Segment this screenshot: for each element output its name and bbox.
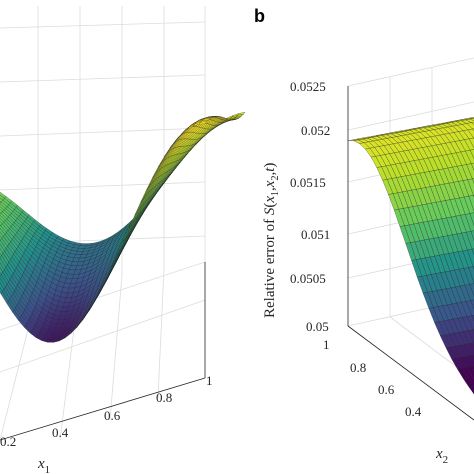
panel-b-surface-patch (471, 121, 474, 126)
panel-b-surface-patch (468, 266, 474, 284)
panel-b-surface-patch (468, 195, 474, 212)
panel-b-surface-patch (471, 162, 474, 171)
panel-a-x-ticks: 0.2 0.4 0.6 0.8 1 (0, 373, 213, 449)
panel-b-surface-patch (466, 366, 474, 378)
panel-b-surface-patch (466, 163, 474, 179)
panel-b-surface-patch (464, 284, 474, 301)
panel-b-xlabel: x (435, 446, 443, 462)
panel-b-surface-patch (468, 137, 474, 149)
panel-b-letter: b (254, 6, 265, 26)
panel-b-zlabel-x2: x (262, 180, 278, 188)
panel-b-z-label: Relative error of S(x1,x2,t) (262, 163, 281, 318)
panel-b: b 0.0525 0.052 0.0515 0.051 0.0505 (254, 6, 474, 466)
panel-a-xtick: 0.6 (104, 408, 121, 423)
svg-text:x1: x1 (37, 456, 50, 474)
panel-b-zlabel-text: Relative error of (262, 215, 278, 318)
panel-b-surface-patch (469, 117, 474, 119)
panel-b-ztick: 0.0525 (290, 79, 326, 94)
panel-b-zlabel-x2-sub: 2 (270, 176, 281, 181)
panel-b-surface-patch (464, 138, 474, 151)
panel-b-surface-patch (467, 376, 474, 387)
panel-b-zlabel-x1-sub: 1 (270, 191, 281, 196)
svg-text:x2: x2 (435, 446, 448, 466)
panel-b-surface-mesh (347, 117, 474, 395)
panel-b-surface-patch (469, 342, 474, 353)
panel-a-xtick: 1 (206, 373, 213, 388)
panel-b-surface-patch (463, 267, 474, 285)
panel-b-zlabel-t: t (262, 167, 278, 172)
panel-b-surface-patch (470, 230, 474, 241)
panel-b-surface-patch (469, 149, 474, 160)
panel-b-surface-patch (467, 128, 474, 139)
panel-b-surface-patch (471, 315, 474, 321)
panel-b-xtick: 1 (323, 337, 330, 352)
panel-a-xtick: 0.8 (156, 390, 172, 405)
panel-a-xtick: 0.4 (52, 425, 69, 440)
panel-b-xtick: 0.8 (350, 360, 366, 375)
panel-a-surface-mesh (0, 111, 246, 343)
panel-a-x-label: x1 (37, 456, 50, 474)
panel-a-surface-patch (198, 121, 207, 125)
panel-a: 0.2 0.4 0.6 0.8 1 x1 (0, 6, 246, 474)
panel-b-surface-patch (464, 343, 474, 356)
panel-b-zlabel-paren: ( (262, 203, 278, 208)
panel-b-ztick: 0.052 (301, 123, 330, 138)
panel-b-ztick: 0.0505 (290, 271, 326, 286)
panel-b-zlabel-x1: x (262, 196, 278, 204)
panel-b-surface-patch (468, 329, 474, 343)
panel-b-ztick: 0.0515 (290, 175, 326, 190)
panel-a-xlabel-sub: 1 (45, 464, 51, 474)
panel-b-xlabel-sub: 2 (443, 454, 449, 466)
panel-b-ztick: 0.051 (301, 227, 330, 242)
panel-b-surface-patch (465, 150, 474, 164)
panel-b-axes-box (347, 86, 474, 421)
panel-b-xtick: 0.6 (378, 382, 395, 397)
panel-b-surface-patch (466, 231, 474, 250)
panel-b-surface-patch (464, 117, 474, 120)
panel-b-z-ticks: 0.0525 0.052 0.0515 0.051 0.0505 0.05 (290, 79, 330, 334)
svg-text:Relative error of S(x1,x2,t): Relative error of S(x1,x2,t) (262, 163, 281, 318)
panel-b-zlabel-close: ) (262, 163, 278, 168)
panel-b-surface-patch (466, 315, 474, 330)
panel-b-x-ticks: 1 0.8 0.6 0.4 (323, 337, 422, 419)
panel-a-axes-box (0, 262, 206, 441)
panel-b-zlabel-fn: S (262, 207, 278, 215)
panel-b-surface-patch (463, 196, 474, 214)
panel-b-surface-patch (465, 300, 474, 316)
panel-b-surface-patch (468, 386, 474, 395)
panel-b-surface-patch (467, 248, 474, 267)
panel-b-surface-patch (471, 366, 474, 372)
panel-b-xtick: 0.4 (405, 404, 422, 419)
panel-b-surface-patch (467, 178, 474, 196)
panel-b-surface-patch (465, 213, 474, 232)
panel-a-xlabel: x (37, 456, 45, 472)
panel-b-zlabel-comma: , (262, 187, 278, 191)
panel-a-xtick: 0.2 (0, 434, 16, 449)
panel-b-surface-patch (463, 330, 474, 344)
panel-b-ztick: 0.05 (306, 319, 329, 334)
panel-b-x-label: x2 (435, 446, 448, 466)
panel-b-surface-patch (466, 122, 474, 130)
panel-b-zlabel-comma: , (262, 172, 278, 176)
